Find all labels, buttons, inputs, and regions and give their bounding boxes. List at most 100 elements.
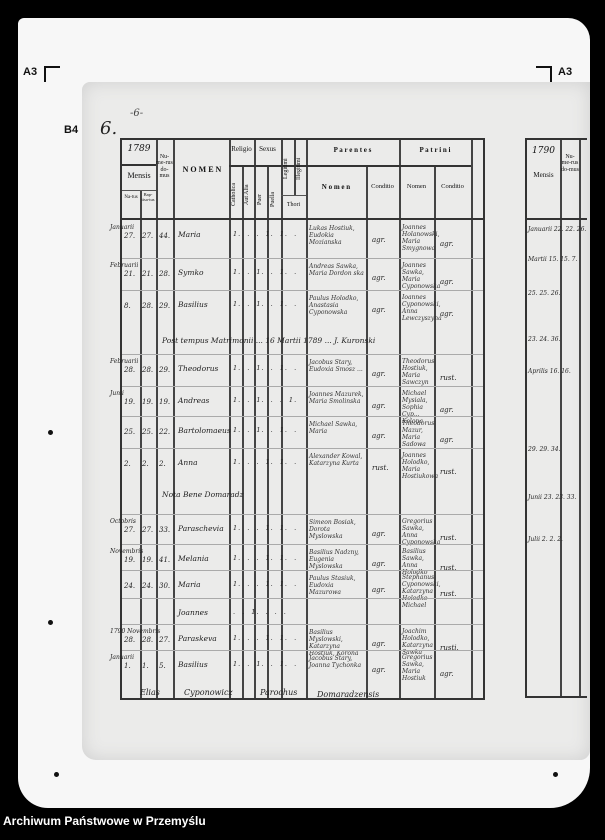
row-baptisatus: 21. (142, 270, 154, 278)
row-patrini-conditio: agr. (440, 310, 454, 318)
row-domus: 2. (159, 460, 166, 468)
row-parentes: Paulus Holodko, Anastasia Cyponowska (309, 295, 359, 316)
row-patrini: Basilius Sawka, Anna Holodko (402, 548, 428, 576)
binding-hole (48, 430, 53, 435)
binding-hole (553, 772, 558, 777)
row-marks: 1. . . 1. 1. . (233, 524, 298, 532)
row-nomen: Andreas (178, 396, 210, 405)
row-baptisatus: 28. (142, 302, 154, 310)
row-domus: 19. (159, 398, 171, 406)
row-natus: 21. (124, 270, 136, 278)
register-note: Nota Bene Domaradz (162, 490, 244, 499)
row-month: Novembris (110, 548, 144, 555)
row-month: 1790 Novembris (110, 628, 161, 635)
row-nomen: Maria (178, 580, 201, 589)
row-baptisatus: 28. (142, 636, 154, 644)
row-natus: 2. (124, 460, 131, 468)
row-baptisatus: 28. (142, 366, 154, 374)
row-natus: 24. (124, 582, 136, 590)
row-patrini: Ioannes Cyponowski, Anna Lewczyszyna (402, 294, 442, 322)
row-natus: 8. (124, 302, 131, 310)
row-patrini-conditio: agr. (440, 406, 454, 414)
header-catholica: Catholica (231, 183, 237, 207)
row-nomen: Symko (178, 268, 204, 277)
header-religio: Religio (231, 145, 252, 153)
row-divider (122, 598, 483, 599)
header-parentes-nomen: N o m e n (321, 183, 351, 191)
page-number: 6. (100, 118, 118, 139)
row-divider (122, 624, 483, 625)
row-nomen: Theodorus (178, 364, 219, 373)
facing-year: 1790 (532, 146, 555, 156)
row-marks: 1. . 1. . 1. . (233, 300, 298, 308)
row-divider (122, 570, 483, 571)
row-marks: 1. . 1. . 1. . (233, 660, 298, 668)
row-marks: 1. . 1. . 1. . (233, 364, 298, 372)
row-patrini-conditio: agr. (440, 240, 454, 248)
row-patrini: Michael Mysiala, Sophia Cyp... Kolona (402, 390, 428, 425)
row-baptisatus: 27. (142, 526, 154, 534)
row-conditio: agr. (372, 586, 386, 594)
header-sexus: Sexus (259, 145, 276, 153)
row-nomen: Maria (178, 230, 201, 239)
row-patrini: Joachim Holodko, Katarzyna Sawka (402, 628, 433, 656)
row-nomen: Bartolomaeus (178, 426, 231, 435)
row-conditio: agr. (372, 402, 386, 410)
row-patrini-conditio: rust. (440, 468, 457, 476)
row-patrini: Joannes Sawka, Maria Cyponowska (402, 262, 441, 290)
row-natus: 28. (124, 636, 136, 644)
facing-page-table: 1790 Mensis Nu-me-rus do-mus Januarii 22… (525, 138, 587, 698)
facing-mensis: Mensis (533, 171, 554, 179)
header-parentes-conditio: Conditio (371, 183, 394, 190)
row-conditio: agr. (372, 432, 386, 440)
row-parentes: Joannes Mazurek, Maria Smolinska (309, 391, 364, 405)
facing-entry: 25. 25. 26. (528, 290, 561, 297)
header-legitimi: Legitimi (283, 158, 289, 180)
header-natus: Na-tus (124, 195, 138, 200)
row-baptisatus: 19. (142, 556, 154, 564)
row-parentes: Simeon Bosiak, Dorota Myslowska (309, 519, 356, 540)
row-patrini: Gregorius Sawka, Anna Cyponowska (402, 518, 441, 546)
row-patrini: Gregorius Sawka, Maria Hostiuk (402, 654, 433, 682)
facing-entry: Aprilis 16. 16. (528, 368, 571, 375)
row-parentes: Basilius Myslowski, Katarzyna Hostiuk, K… (309, 629, 359, 657)
row-parentes: Jacobus Stary, Eudoxia Smosz ... (309, 359, 363, 373)
row-patrini: Theodorus Hostiuk, Maria Sawczyn (402, 358, 435, 386)
marker-top-left: A3 (23, 66, 38, 78)
row-conditio: agr. (372, 530, 386, 538)
row-patrini-conditio: rust. (440, 374, 457, 382)
row-month: Junii (110, 390, 124, 397)
header-puella: Puella (270, 192, 276, 208)
row-parentes: Alexander Kowal, Katarzyna Kurta (309, 453, 363, 467)
row-domus: 41. (159, 556, 171, 564)
row-marks: 1. . 1. . . 1. (233, 396, 298, 404)
header-parentes: P a r e n t e s (333, 146, 372, 154)
row-conditio: agr. (372, 370, 386, 378)
row-domus: 28. (159, 270, 171, 278)
row-month: Januarii (110, 654, 134, 661)
archive-credit: Archiwum Państwowe w Przemyślu (3, 814, 206, 828)
header-illegitimi: Illegitimi (296, 157, 302, 181)
row-nomen: Basilius (178, 660, 208, 669)
facing-entry: Junii 23. 23. 33. (528, 494, 577, 501)
facing-entry: 29. 29. 34. (528, 446, 561, 453)
row-nomen: Basilius (178, 300, 208, 309)
header-year: 1789 (127, 144, 151, 154)
header-thori: Thori (286, 202, 301, 208)
row-patrini-conditio: rust. (440, 534, 457, 542)
crop-corner-top-left (44, 66, 60, 82)
row-natus: 1. (124, 662, 131, 670)
baptism-register-table: 1789 Mensis Na-tus Bap-tisa-tus Nu-me-ru… (110, 138, 485, 700)
row-baptisatus: 1. (142, 662, 149, 670)
facing-entry: Julii 2. 2. 2. (528, 536, 563, 543)
row-conditio: agr. (372, 640, 386, 648)
header-nomen: N O M E N (182, 165, 222, 174)
header-patrini-nomen: Nomen (406, 183, 427, 190)
facing-entry: Januarii 22. 22. 26. (528, 226, 587, 233)
row-parentes: Andreas Sawka, Maria Dordon ska (309, 263, 364, 277)
row-patrini: Michael (402, 602, 427, 609)
facing-entry: 23. 24. 36. (528, 336, 561, 343)
binding-hole (54, 772, 59, 777)
header-numerus-domus: Nu-me-rus do-mus (156, 154, 173, 179)
row-patrini-conditio: agr. (440, 436, 454, 444)
